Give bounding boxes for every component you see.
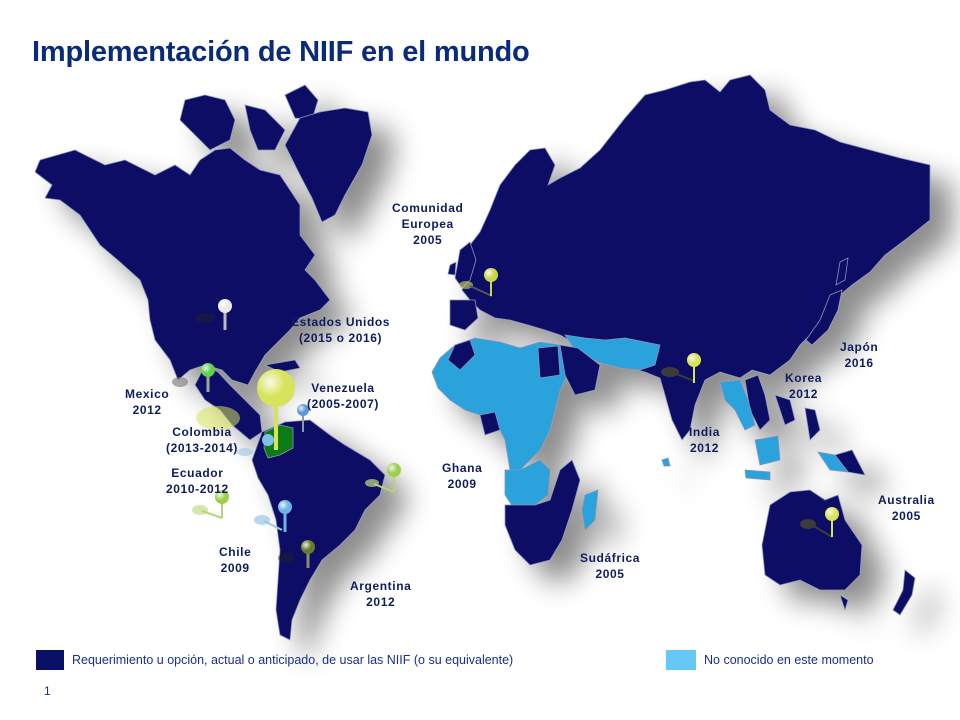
label-colombia-name: Colombia — [172, 425, 232, 439]
label-ecuador: Ecuador 2010-2012 — [166, 465, 229, 497]
legend-label-required: Requerimiento u opción, actual o anticip… — [72, 653, 514, 667]
label-japan-year: 2016 — [844, 356, 874, 370]
legend-swatch-unknown — [666, 650, 696, 670]
label-venezuela: Venezuela (2005-2007) — [307, 380, 379, 412]
label-colombia-year: (2013-2014) — [166, 441, 238, 455]
label-south-africa: Sudáfrica 2005 — [580, 550, 640, 582]
label-india-year: 2012 — [689, 441, 720, 455]
label-mexico-name: Mexico — [125, 387, 170, 401]
label-ghana: Ghana 2009 — [442, 460, 482, 492]
label-japan-name: Japón — [840, 340, 879, 354]
legend-label-unknown: No conocido en este momento — [704, 653, 874, 667]
legend-unknown: No conocido en este momento — [666, 650, 874, 670]
label-mexico: Mexico 2012 — [125, 386, 169, 418]
label-ghana-name: Ghana — [442, 461, 483, 475]
label-korea-name: Korea — [785, 371, 823, 385]
label-eu-name2: Europea — [401, 217, 454, 231]
label-argentina-year: 2012 — [366, 595, 396, 609]
label-venezuela-name: Venezuela — [311, 381, 375, 395]
legend-required: Requerimiento u opción, actual o anticip… — [36, 650, 513, 670]
africa-dark — [447, 339, 601, 566]
label-usa-year: (2015 o 2016) — [298, 331, 383, 345]
label-eu-name: Comunidad — [392, 201, 464, 215]
label-korea: Korea 2012 — [785, 370, 822, 402]
page-number: 1 — [44, 684, 51, 698]
label-chile: Chile 2009 — [219, 544, 251, 576]
eurasia — [447, 74, 931, 476]
label-japan: Japón 2016 — [840, 339, 878, 371]
south-america — [251, 419, 386, 641]
label-india: India 2012 — [689, 424, 720, 456]
label-australia-name: Australia — [878, 493, 935, 507]
label-eu-year: 2005 — [413, 233, 443, 247]
label-argentina-name: Argentina — [350, 579, 412, 593]
pins — [172, 268, 839, 568]
label-usa: Estados Unidos (2015 o 2016) — [291, 314, 390, 346]
label-chile-year: 2009 — [220, 561, 250, 575]
colombia-highlight — [263, 424, 294, 459]
label-australia-year: 2005 — [891, 509, 921, 523]
slide-title: Implementación de NIIF en el mundo — [32, 36, 530, 68]
label-ghana-year: 2009 — [447, 477, 477, 491]
label-south-africa-year: 2005 — [595, 567, 625, 581]
label-ecuador-year: 2010-2012 — [166, 482, 229, 496]
label-usa-name: Estados Unidos — [291, 315, 391, 329]
label-korea-year: 2012 — [788, 387, 819, 401]
label-ecuador-name: Ecuador — [171, 466, 224, 480]
label-india-name: India — [689, 425, 721, 439]
legend-swatch-required — [36, 650, 64, 670]
label-eu: Comunidad Europea 2005 — [392, 200, 463, 248]
ecuador-marker-icon — [262, 434, 274, 446]
label-chile-name: Chile — [219, 545, 252, 559]
label-australia: Australia 2005 — [878, 492, 935, 524]
label-mexico-year: 2012 — [132, 403, 162, 417]
label-colombia: Colombia (2013-2014) — [166, 424, 238, 456]
north-america — [34, 84, 373, 441]
label-south-africa-name: Sudáfrica — [580, 551, 641, 565]
label-argentina: Argentina 2012 — [350, 578, 411, 610]
label-venezuela-year: (2005-2007) — [307, 397, 379, 411]
